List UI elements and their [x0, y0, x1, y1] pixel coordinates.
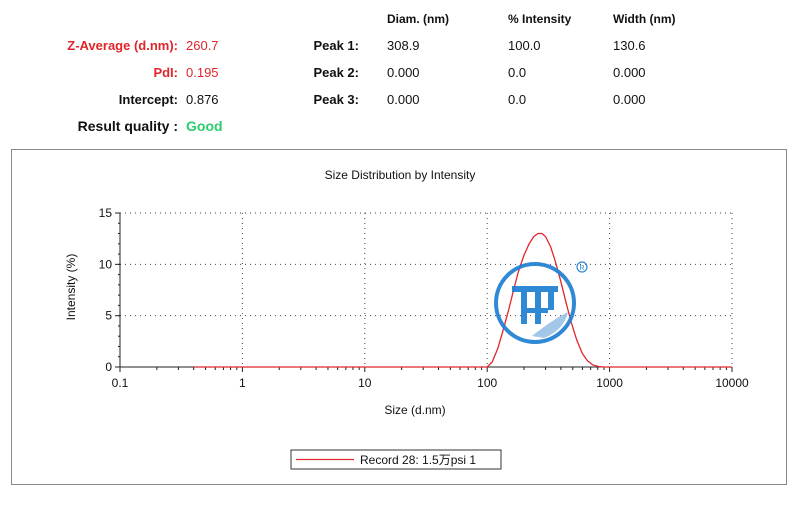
- y-tick-label-2: 10: [99, 257, 113, 271]
- header-intensity: % Intensity: [508, 12, 572, 26]
- logo-ring: [494, 262, 576, 344]
- watermark-logo: R: [494, 261, 588, 344]
- peak-1-label: Peak 1:: [313, 38, 359, 53]
- grid-layer: [119, 212, 733, 368]
- logo-swoosh: [532, 312, 568, 338]
- peak-2-width: 0.000: [613, 65, 646, 80]
- logo-bar-top: [512, 286, 558, 292]
- header-diam: Diam. (nm): [387, 12, 450, 26]
- chart-title: Size Distribution by Intensity: [325, 168, 476, 182]
- peak-3-width: 0.000: [613, 92, 646, 107]
- legend-label: Record 28: 1.5万psi 1: [360, 453, 476, 467]
- x-tick-label-3: 100: [477, 376, 497, 390]
- result-quality-label: Result quality :: [77, 118, 178, 134]
- peak-3-diam: 0.000: [387, 92, 420, 107]
- chart-legend: Record 28: 1.5万psi 1: [290, 449, 502, 470]
- intercept-label: Intercept:: [118, 92, 178, 107]
- intercept-value: 0.876: [186, 92, 219, 107]
- result-quality-value: Good: [186, 118, 223, 134]
- x-tick-label-4: 1000: [596, 376, 623, 390]
- pdi-label: PdI:: [153, 65, 178, 80]
- logo-stroke-right: [548, 292, 554, 310]
- axes-layer: 0 5 10 15 0.1 1 10 100 1000 10000: [99, 206, 749, 390]
- legend-box: [290, 449, 502, 470]
- chart-frame: Size Distribution by Intensity 0 5 10 15 0.1…: [11, 149, 787, 485]
- x-tick-label-5: 10000: [715, 376, 749, 390]
- logo-stroke-left: [521, 292, 527, 324]
- peak-1-diam: 308.9: [387, 38, 420, 53]
- registered-mark-glyph: R: [579, 265, 584, 272]
- y-axis-label: Intensity (%): [64, 254, 78, 321]
- registered-mark-icon: [576, 261, 588, 273]
- peak-2-intensity: 0.0: [508, 65, 527, 80]
- size-distribution-chart: Size Distribution by Intensity 0 5 10 15 0.1…: [64, 168, 749, 470]
- x-tick-label-1: 1: [239, 376, 246, 390]
- z-average-label: Z-Average (d.nm):: [67, 38, 178, 53]
- y-tick-label-0: 0: [105, 360, 112, 374]
- header-width: Width (nm): [613, 12, 676, 26]
- x-tick-label-2: 10: [358, 376, 372, 390]
- peak-2-diam: 0.000: [387, 65, 420, 80]
- x-axis-label: Size (d.nm): [384, 403, 445, 417]
- x-tick-label-0: 0.1: [112, 376, 129, 390]
- peak-3-label: Peak 3:: [313, 92, 359, 107]
- peak-2-label: Peak 2:: [313, 65, 359, 80]
- series-line-0: [193, 232, 732, 368]
- z-average-value: 260.7: [186, 38, 219, 53]
- logo-crossbar: [527, 308, 548, 313]
- peak-1-width: 130.6: [613, 38, 646, 53]
- series-layer: [193, 232, 732, 368]
- pdi-value: 0.195: [186, 65, 219, 80]
- y-tick-label-3: 15: [99, 206, 113, 220]
- y-tick-label-1: 5: [105, 309, 112, 323]
- peak-3-intensity: 0.0: [508, 92, 527, 107]
- peak-1-intensity: 100.0: [508, 38, 541, 53]
